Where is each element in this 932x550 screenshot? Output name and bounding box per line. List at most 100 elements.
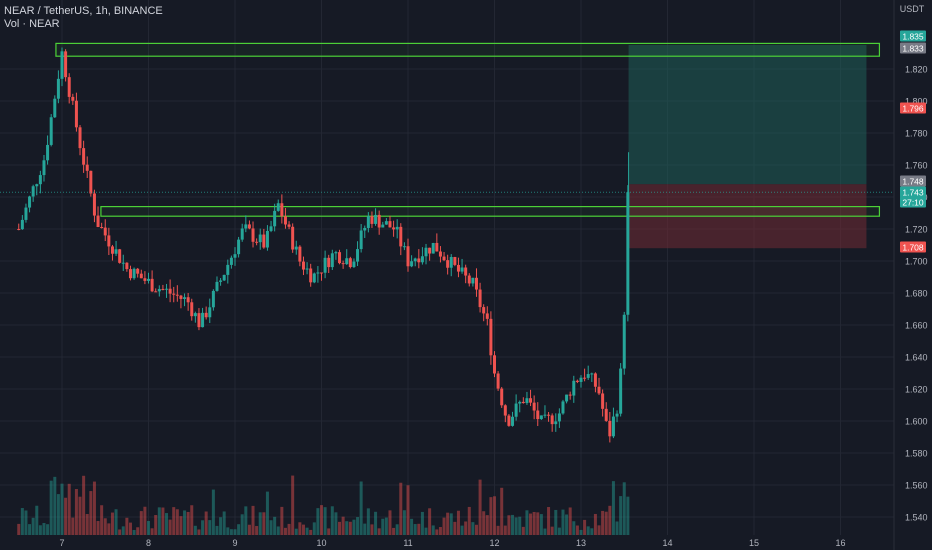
price-axis[interactable]: 1.540 1.560 1.580 1.600 1.620 1.640 1.660 1.680… <box>905 65 928 523</box>
volume-bar <box>118 529 122 535</box>
volume-bar <box>525 510 529 535</box>
volume-bar <box>568 507 572 535</box>
volume-bar <box>417 523 421 535</box>
candle-body <box>428 247 432 254</box>
candle-body <box>280 203 284 217</box>
candle-body <box>219 280 223 282</box>
volume-bar <box>262 512 266 535</box>
volume-bar <box>74 489 78 535</box>
candle-body <box>262 234 266 248</box>
volume-bar <box>348 521 352 535</box>
candle-body <box>503 405 507 416</box>
volume-bar <box>219 517 223 535</box>
volume-bar <box>413 524 417 535</box>
x-tick-label: 15 <box>749 538 759 548</box>
volume-bar <box>539 514 543 535</box>
volume-bar <box>208 520 212 535</box>
candle-body <box>276 203 280 211</box>
volume-bar <box>114 509 118 535</box>
candle-body <box>366 216 370 228</box>
candle-body <box>100 227 104 229</box>
candles <box>17 47 630 443</box>
candle-body <box>395 226 399 230</box>
x-tick-label: 11 <box>403 538 412 548</box>
volume-bar <box>309 529 313 535</box>
volume-bar <box>71 517 75 535</box>
resistance-zones[interactable] <box>55 42 881 217</box>
volume-bar <box>193 525 197 535</box>
candle-body <box>204 312 208 318</box>
candle-body <box>273 210 277 227</box>
volume-bar <box>442 517 446 535</box>
y-tick-label: 1.820 <box>905 65 928 75</box>
volume-bar <box>78 496 82 535</box>
candle-body <box>464 267 468 276</box>
volume-bar <box>255 526 259 535</box>
volume-bar <box>320 505 323 535</box>
candle-body <box>237 239 241 255</box>
candle-body <box>611 416 615 437</box>
candle-body <box>168 288 172 294</box>
volume-bar <box>46 524 50 535</box>
candle-body <box>356 249 360 262</box>
volume-bar <box>28 524 32 535</box>
y-tick-label: 1.760 <box>905 161 928 171</box>
volume-bar <box>301 524 305 535</box>
volume-bar <box>269 520 273 535</box>
candle-body <box>431 242 435 254</box>
volume-bar <box>402 510 406 535</box>
volume-legend[interactable]: Vol · NEAR <box>4 18 60 30</box>
candle-body <box>449 257 453 268</box>
volume-bar <box>575 525 579 535</box>
candle-body <box>493 355 496 374</box>
candle-body <box>547 414 551 416</box>
volume-bar <box>107 523 111 535</box>
candle-body <box>557 413 561 422</box>
candle-body <box>258 234 262 243</box>
volume-bar <box>85 513 89 535</box>
candle-body <box>309 268 313 283</box>
volume-bar <box>56 494 60 535</box>
candle-body <box>150 278 154 292</box>
volume-bar <box>550 526 554 535</box>
volume-bar <box>503 525 507 535</box>
volume-bar <box>132 529 136 535</box>
volume-bar <box>359 481 363 535</box>
candle-body <box>604 408 608 421</box>
volume-bar <box>586 526 590 535</box>
volume-bar <box>482 511 486 535</box>
volume-bar <box>583 519 587 535</box>
candle-body <box>121 262 125 264</box>
price-badge <box>900 30 926 42</box>
candle-body <box>338 252 342 264</box>
candle-body <box>601 393 605 409</box>
candle-body <box>518 401 522 404</box>
candle-body <box>410 261 414 267</box>
candle-body <box>377 214 381 228</box>
candle-body <box>323 257 327 273</box>
volume-bar <box>125 517 129 535</box>
candle-body <box>215 281 219 291</box>
candle-body <box>269 226 273 231</box>
volume-bar <box>305 527 309 535</box>
volume-bar <box>82 475 86 535</box>
volume-bar <box>366 508 370 535</box>
volume-bar <box>456 510 460 535</box>
time-axis[interactable]: 7 8 9 10 11 12 13 14 15 16 <box>59 538 845 548</box>
candle-body <box>265 230 269 248</box>
volume-bar <box>64 497 68 535</box>
candle-body <box>49 117 53 145</box>
volume-bar <box>341 516 345 535</box>
volume-bar <box>287 523 291 535</box>
volume-bar <box>179 516 183 535</box>
candle-body <box>60 51 64 79</box>
volume-bar <box>338 521 342 535</box>
volume-bar <box>471 522 475 535</box>
position-tool[interactable] <box>628 45 867 249</box>
symbol-title[interactable]: NEAR / TetherUS, 1h, BINANCE <box>4 5 163 17</box>
candle-body <box>446 260 450 268</box>
volume-bar <box>410 518 414 535</box>
candle-body <box>301 261 305 270</box>
price-badge <box>900 186 926 198</box>
